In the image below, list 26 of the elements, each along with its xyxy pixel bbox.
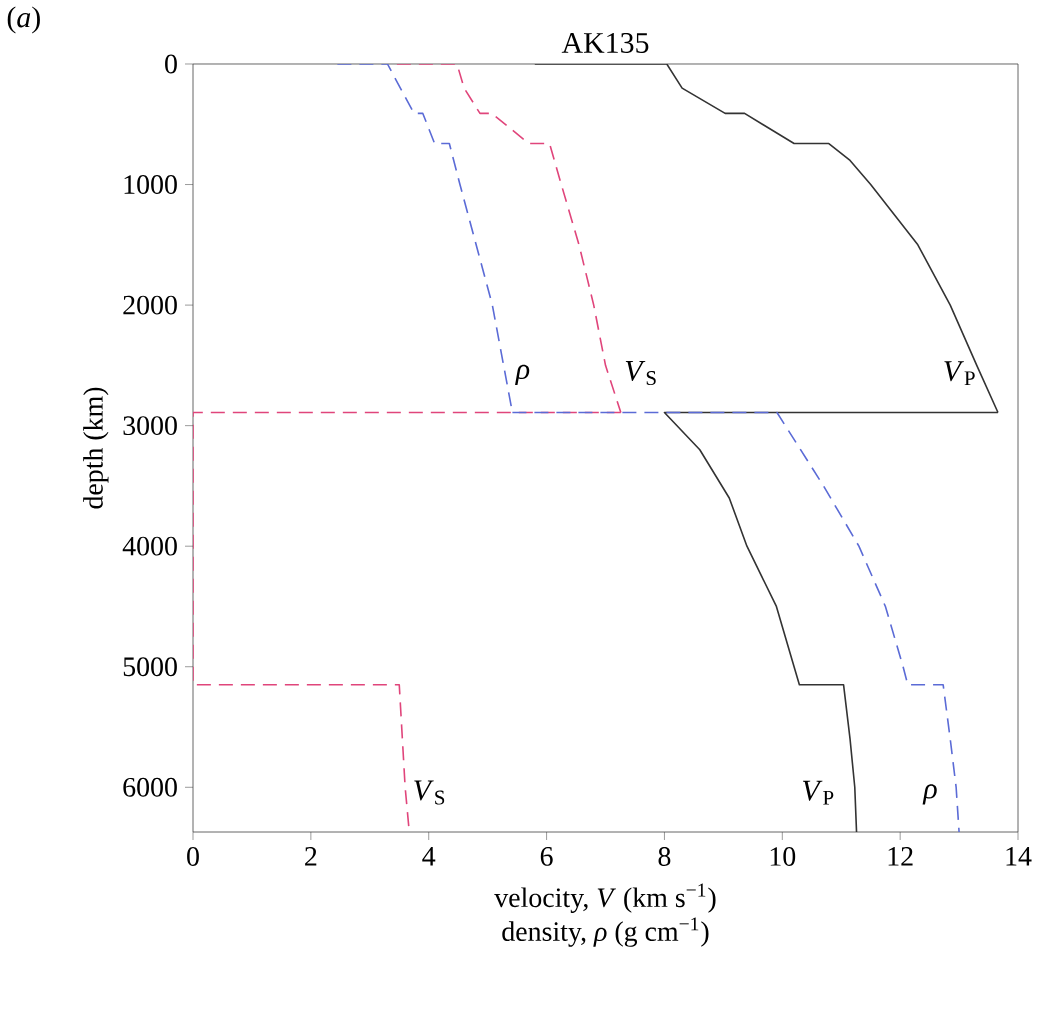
x-tick-label: 2 [305,847,317,866]
text: density, ρ (g cm$^{−1}$) [502,917,709,947]
series-label: V$_{S}$ [414,780,445,805]
y-tick-label: 6000 [123,777,177,797]
x-tick-label: 8 [658,847,671,866]
y-tick-label: 0 [165,54,177,74]
y-tick-label: 2000 [123,295,177,315]
series-label: V$_{P}$ [944,361,975,386]
x-tick-label: 10 [770,847,796,866]
x-tick-label: 12 [888,847,913,866]
y-tick-label: 3000 [123,416,177,436]
x-axis-title: velocity, V (km s$^{−1}$) [494,883,716,913]
series-label: ρ [515,364,530,386]
y-tick-label: 5000 [123,657,177,677]
x-tick-label: 4 [422,847,436,866]
x-tick-label: 14 [1006,847,1032,866]
y-axis-title: depth (km) [83,387,109,509]
chart-title: AK135 [561,32,649,53]
y-tick-label: 4000 [122,536,177,556]
y-tick-label: 1000 [124,175,177,194]
x-tick-label: 6 [540,847,553,866]
series-label: V$_{P}$ [802,780,834,805]
x-tick-label: 0 [187,847,199,866]
series-label: V$_{S}$ [625,361,656,386]
series-label: ρ [922,784,937,805]
text: (a) [7,6,40,34]
